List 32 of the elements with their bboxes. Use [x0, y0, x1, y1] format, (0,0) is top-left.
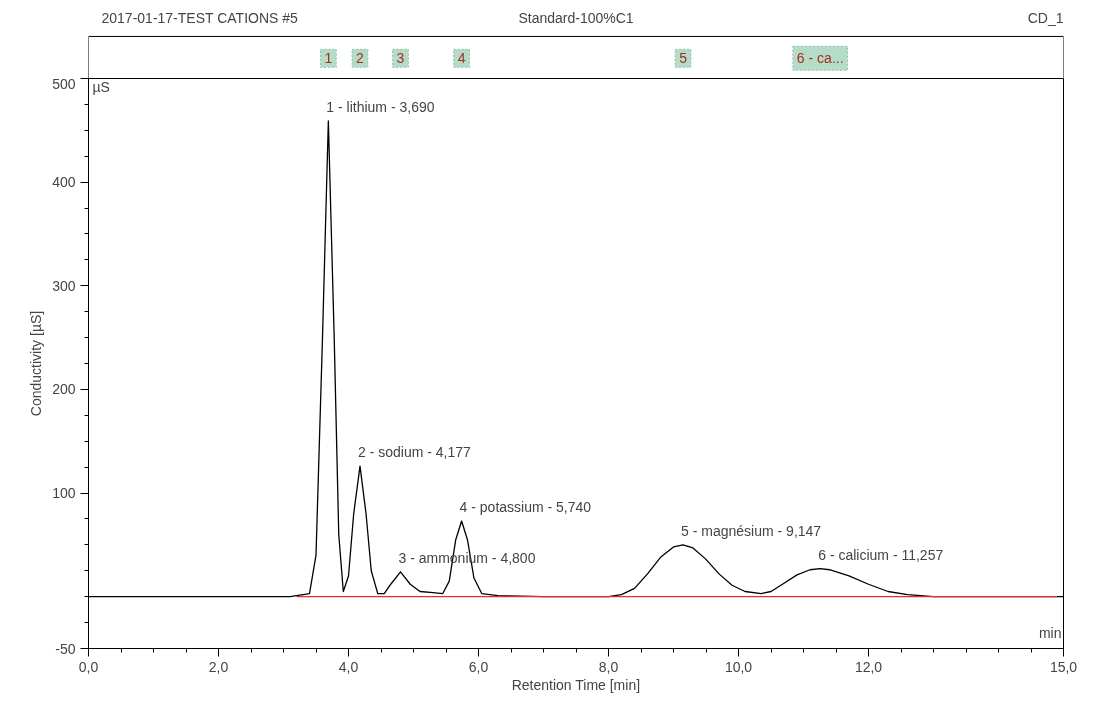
text: 5: [679, 50, 688, 67]
annotation: min: [1038, 624, 1062, 641]
annotation: µS: [92, 78, 110, 95]
x-tick-label: 2,0: [208, 658, 229, 675]
x-axis-title: Retention Time [min]: [511, 676, 641, 693]
y-tick-label: 300: [52, 277, 76, 294]
x-tick-label: 0,0: [78, 658, 99, 675]
text: 3: [396, 50, 405, 67]
annotation: 5 - magnésium - 9,147: [681, 522, 822, 539]
y-tick-label: -50: [55, 640, 76, 657]
x-tick-label: 6,0: [468, 658, 489, 675]
text: 2: [356, 50, 365, 67]
y-tick-label: 200: [52, 381, 76, 398]
y-tick-label: 400: [52, 174, 76, 191]
text: 4: [457, 50, 466, 67]
annotation: 4 - potassium - 5,740: [459, 499, 592, 516]
annotation: 6 - calicium - 11,257: [818, 546, 944, 563]
y-tick-label: 100: [52, 485, 76, 502]
x-tick-label: 10,0: [724, 658, 753, 675]
text: 1: [324, 50, 333, 67]
chart-subtitle: Standard-100%C1: [518, 10, 634, 27]
x-tick-label: 4,0: [338, 658, 359, 675]
x-tick-label: 15,0: [1049, 658, 1078, 675]
text: 6 - ca...: [796, 50, 844, 67]
x-tick-label: 12,0: [854, 658, 883, 675]
chart-title: 2017-01-17-TEST CATIONS #5: [101, 10, 299, 27]
annotation: 2 - sodium - 4,177: [358, 444, 472, 461]
annotation: 1 - lithium - 3,690: [326, 98, 435, 115]
text: CD_1: [1027, 10, 1064, 27]
x-tick-label: 8,0: [598, 658, 619, 675]
y-tick-label: 500: [52, 75, 76, 92]
y-axis-title: Conductivity [µS]: [28, 310, 45, 417]
